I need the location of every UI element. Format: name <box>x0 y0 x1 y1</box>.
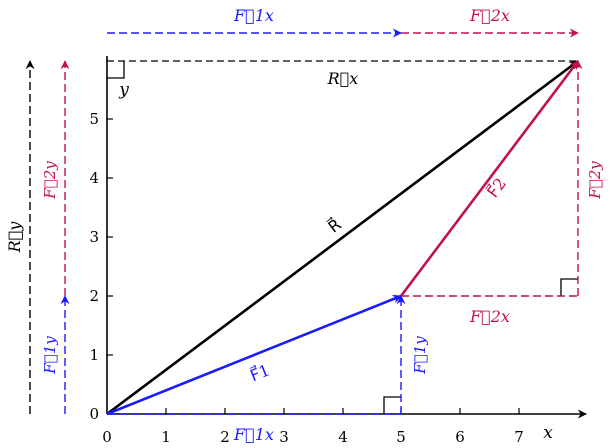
f2-label: F⃗2 <box>482 174 510 201</box>
right-angle-marker-f1 <box>383 396 401 414</box>
f1x-top-label: F⃗1x <box>233 6 274 25</box>
resultant-vector <box>106 59 579 416</box>
x-tick-label: 1 <box>161 428 171 446</box>
f1y-left-label: F⃗1y <box>41 336 59 375</box>
y-tick-labels: 0 1 2 3 4 5 <box>89 110 99 423</box>
right-angle-marker-f2 <box>560 278 578 296</box>
rx-label: R⃗x <box>327 69 359 88</box>
f2x-top-label: F⃗2x <box>469 6 510 25</box>
f2y-inner-label: F⃗2y <box>586 161 604 200</box>
right-angle-marker-origin-top <box>107 61 125 79</box>
f1y-inner-label: F⃗1y <box>411 336 429 375</box>
x-tick-label: 2 <box>220 428 230 446</box>
f1-vector <box>106 294 402 416</box>
resultant-label: R⃗ <box>324 214 345 237</box>
x-tick-label: 5 <box>396 428 406 446</box>
ry-left-label: R⃗y <box>5 221 24 254</box>
y-tick-label: 2 <box>89 287 99 305</box>
f1-label: F⃗1 <box>247 360 272 386</box>
y-axis-label: y <box>118 80 129 100</box>
f2y-left-label: F⃗2y <box>41 161 59 200</box>
y-tick-label: 3 <box>89 228 99 246</box>
x-tick-label: 4 <box>338 428 348 446</box>
x-axis-label: x <box>543 423 553 443</box>
y-axis-ticks <box>107 118 113 356</box>
x-tick-label: 6 <box>455 428 465 446</box>
f2x-inner-label: F⃗2x <box>469 307 510 326</box>
y-tick-label: 4 <box>89 169 99 187</box>
f1x-bottom-label: F⃗1x <box>233 425 274 444</box>
x-axis-ticks <box>165 408 520 414</box>
f2-vector <box>399 60 580 297</box>
x-tick-labels: 0 1 2 3 4 5 6 7 <box>102 428 524 446</box>
y-tick-label: 0 <box>89 405 99 423</box>
x-tick-label: 3 <box>279 428 289 446</box>
y-tick-label: 5 <box>89 110 99 128</box>
x-tick-label: 7 <box>514 428 524 446</box>
y-tick-label: 1 <box>89 346 99 364</box>
x-tick-label: 0 <box>102 428 112 446</box>
